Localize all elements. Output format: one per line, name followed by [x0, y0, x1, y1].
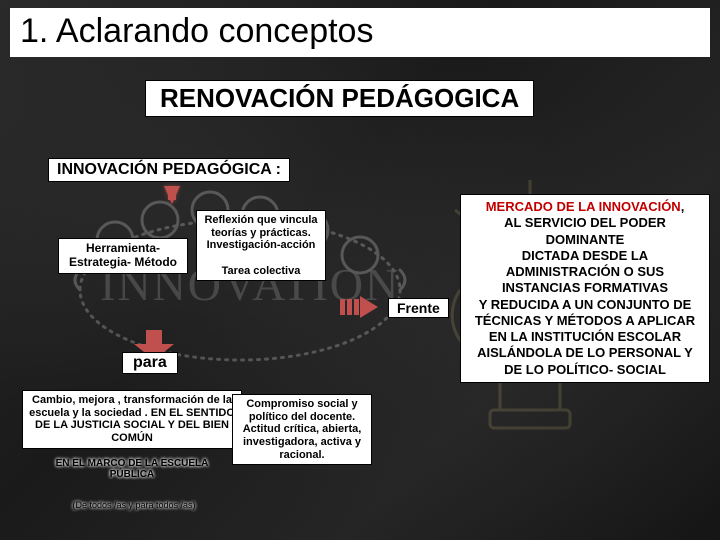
- frente-label: Frente: [388, 298, 449, 318]
- marco-text: EN EL MARCO DE LA ESCUELA PÚBLICA: [36, 458, 228, 480]
- mercado-box: MERCADO DE LA INNOVACIÓN, AL SERVICIO DE…: [460, 194, 710, 383]
- subtitle-box: RENOVACIÓN PEDÁGOGICA: [145, 80, 534, 117]
- mercado-body: AL SERVICIO DEL PODER DOMINANTEDICTADA D…: [475, 215, 695, 376]
- para-label: para: [122, 352, 178, 374]
- frente-arrow-icon: [340, 296, 384, 318]
- reflexion-box: Reflexión que vincula teorías y práctica…: [196, 210, 326, 281]
- slide-title: 1. Aclarando conceptos: [10, 8, 710, 57]
- herramienta-box: Herramienta-Estrategia- Método: [58, 238, 188, 274]
- compromiso-box: Compromiso social y político del docente…: [232, 394, 372, 465]
- arrow-down-icon: [164, 186, 180, 204]
- mercado-highlight: MERCADO DE LA INNOVACIÓN: [486, 199, 681, 214]
- reflexion-text: Reflexión que vincula teorías y práctica…: [204, 214, 317, 251]
- detodos-text: (De todos /as y para todos /as): [44, 500, 224, 510]
- innovacion-label: INNOVACIÓN PEDAGÓGICA :: [48, 158, 290, 182]
- cambio-box: Cambio, mejora , transformación de la es…: [22, 390, 242, 449]
- tarea-text: Tarea colectiva: [222, 265, 301, 277]
